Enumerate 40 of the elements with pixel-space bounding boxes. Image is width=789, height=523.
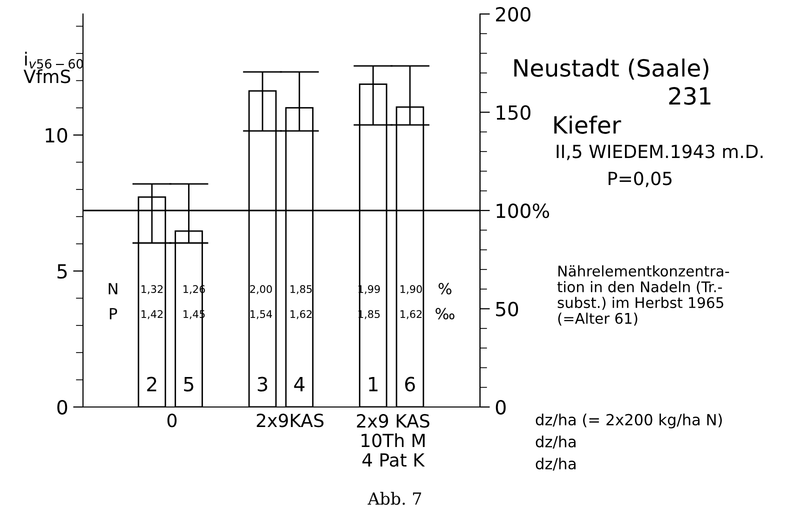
annotation: 1,62 [290,310,312,320]
text: Nährelementkonzentra- tion in den Nadeln (Tr.- subst.) im Herbst 1965 (=Alter 61) [557,265,730,326]
y2-tick-label: 0 [496,400,506,415]
annotation: 1,32 [142,285,163,294]
text: P=0,05 [608,172,672,188]
y2-tick-label: 100% [496,203,550,218]
text: % [438,282,452,294]
x-tick-label: 2 [147,376,156,392]
y-tick-label: 5 [58,264,67,279]
annotation: 1,62 [400,310,422,320]
text: 231 [669,86,710,105]
caption: Abb. 7 [368,492,422,505]
annotation: 1,54 [250,310,272,320]
x-tick-label: 4 [294,377,304,392]
text: P [110,308,118,320]
y2-tick-label: 200 [496,6,530,22]
text: II,5 WIEDEM.1943 m.D. [556,144,763,160]
y-tick-label: 0 [57,400,68,415]
text: dz/ha (= 2x200 kg/ha N) [536,414,722,428]
y2-tick-label: 150 [496,105,530,120]
text: 0 [167,414,177,428]
text: 2x9 KAS 10Th M 4 Pat K [356,414,430,467]
y-tick-label: 10 [46,128,68,143]
y-axis-title: i$_{v56−60}$ VfmS [24,52,83,84]
text: Kiefer [554,116,622,134]
text: 2x9KAS [256,414,324,428]
annotation: 1,85 [290,285,312,294]
text: N [108,283,118,294]
x-tick-label: 3 [258,376,268,392]
annotation: 1,90 [400,285,422,294]
text: dz/ha [536,458,576,471]
x-tick-label: 1 [369,377,378,392]
annotation: 2,00 [250,285,272,294]
text: ‰ [436,308,454,320]
text: Neustadt (Saale) [514,58,708,80]
y2-tick-label: 50 [496,302,518,316]
x-tick-label: 5 [184,377,194,392]
text: dz/ha [536,436,576,449]
x-tick-label: 6 [405,376,415,392]
annotation: 1,42 [142,310,163,320]
